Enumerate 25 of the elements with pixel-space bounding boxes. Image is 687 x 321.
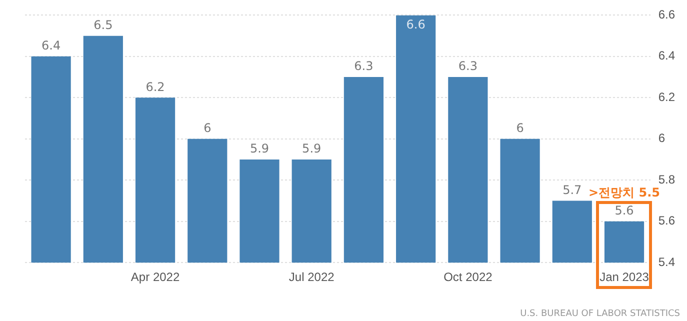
y-tick-label: 6.6	[658, 8, 676, 22]
data-label: 5.9	[250, 142, 270, 156]
y-tick-label: 6	[658, 131, 666, 146]
data-label: 6	[204, 121, 212, 136]
data-label: 6.6	[406, 17, 426, 32]
data-label: 6.4	[42, 38, 61, 53]
y-tick-label: 6.2	[658, 90, 676, 104]
annotation: >전망치 5.5	[588, 185, 660, 200]
data-label: 6.5	[94, 18, 113, 32]
x-tick-label: Jan 2023	[600, 270, 650, 284]
x-tick-label: Jul 2022	[288, 270, 335, 284]
y-tick-label: 5.8	[658, 172, 676, 186]
data-label: 6.3	[458, 59, 478, 74]
data-label: 5.9	[302, 142, 322, 156]
y-tick-label: 5.4	[658, 254, 676, 269]
data-label: 6.2	[146, 80, 165, 94]
y-tick-label: 5.6	[658, 214, 676, 228]
data-label: 6.3	[354, 59, 374, 74]
x-tick-label: Oct 2022	[444, 270, 493, 284]
data-label: 5.7	[562, 182, 582, 197]
text: U.S. BUREAU OF LABOR STATISTICS	[520, 308, 680, 319]
y-tick-label: 6.4	[658, 48, 676, 63]
x-tick-label: Apr 2022	[130, 270, 180, 284]
data-label: 6	[516, 121, 524, 136]
data-label: 5.6	[614, 203, 634, 218]
